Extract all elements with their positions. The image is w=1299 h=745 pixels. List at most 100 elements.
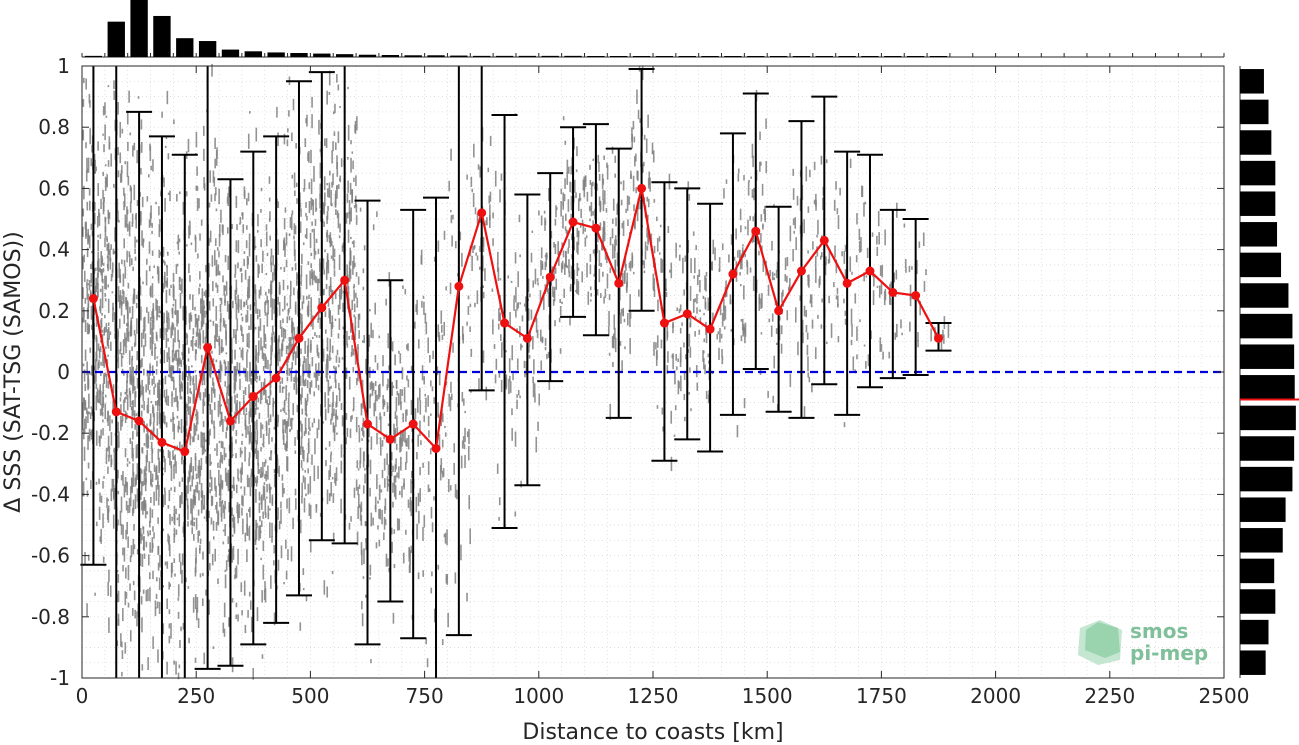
scatter-point [358,504,361,508]
scatter-point [218,188,220,205]
scatter-point [749,215,751,221]
scatter-point [214,548,217,562]
scatter-point [375,416,378,429]
scatter-point [290,337,292,353]
scatter-point [326,375,328,382]
scatter-point [399,439,402,445]
scatter-point [142,589,145,594]
scatter-point [196,198,199,211]
scatter-point [554,244,557,255]
scatter-point [216,443,218,456]
scatter-point [393,483,396,497]
scatter-point [165,334,168,348]
scatter-point [235,484,238,494]
scatter-point [226,300,229,312]
scatter-point [415,304,418,313]
scatter-point [508,378,510,395]
scatter-point [237,468,239,480]
scatter-point [237,240,240,254]
scatter-point [612,218,614,224]
scatter-point [103,357,106,368]
scatter-point [633,136,636,143]
scatter-point [362,452,365,468]
scatter-point [328,235,331,243]
scatter-point [269,508,271,511]
scatter-point [564,263,566,276]
scatter-point [303,179,306,190]
scatter-point [376,394,378,402]
scatter-point [388,365,390,371]
scatter-point [606,164,609,180]
scatter-point [173,515,176,520]
scatter-point [187,395,190,405]
scatter-point [148,520,151,528]
scatter-point [121,641,123,648]
scatter-point [173,397,176,403]
scatter-point [194,496,197,506]
scatter-point [128,387,131,395]
scatter-point [218,233,221,247]
scatter-point [181,352,183,356]
scatter-point [239,401,241,415]
scatter-point [162,451,165,458]
scatter-point [571,254,573,260]
scatter-point [153,386,155,395]
x-tick-label: 0 [76,684,89,708]
scatter-point [395,443,398,451]
scatter-point [136,351,139,361]
scatter-point [767,391,769,398]
scatter-point [765,118,767,129]
scatter-point [262,433,265,448]
scatter-point [546,254,548,258]
scatter-point [109,249,111,262]
scatter-point [185,306,187,314]
scatter-point [567,247,570,254]
scatter-point [348,210,351,225]
scatter-point [246,512,248,517]
scatter-point [318,372,320,376]
scatter-point [801,319,804,336]
scatter-point [164,145,167,148]
scatter-point [202,300,205,312]
scatter-point [124,591,127,606]
scatter-point [807,206,810,213]
scatter-point [219,362,222,379]
scatter-point [192,375,195,382]
scatter-point [105,323,108,333]
scatter-point [332,422,335,433]
top-histogram-bar [884,56,902,57]
scatter-point [261,654,264,659]
scatter-point [516,399,518,410]
scatter-point [328,286,331,297]
scatter-point [391,541,393,553]
scatter-point [269,390,272,396]
scatter-point [289,280,292,297]
scatter-point [422,527,424,541]
scatter-point [379,437,382,446]
scatter-point [390,452,393,461]
scatter-point [505,374,508,390]
scatter-point [238,298,240,308]
scatter-point [179,640,181,649]
scatter-point [236,504,238,514]
scatter-point [336,155,338,170]
scatter-point [293,383,296,390]
scatter-point [124,332,126,347]
scatter-point [324,408,327,421]
scatter-point [107,499,109,502]
scatter-point [328,493,331,502]
scatter-point [443,534,446,538]
scatter-point [126,521,128,535]
scatter-point [144,466,146,476]
scatter-point [203,148,205,161]
scatter-point [223,447,226,461]
mean-point [157,437,167,447]
scatter-point [492,238,494,246]
scatter-point [198,530,201,536]
scatter-point [312,315,314,330]
scatter-point [211,63,213,77]
mean-point [888,287,898,297]
scatter-point [218,271,221,276]
scatter-point [111,419,113,424]
